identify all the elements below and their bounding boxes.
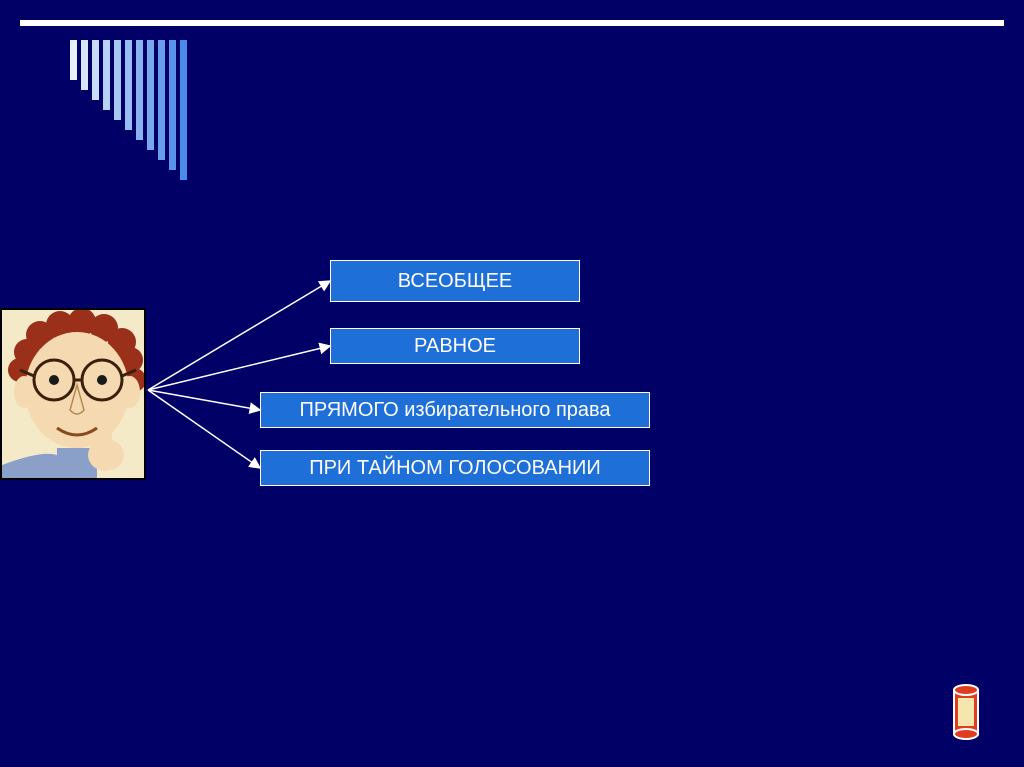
principle-label: ПРИ ТАЙНОМ ГОЛОСОВАНИИ bbox=[309, 457, 601, 480]
principle-label: ПРЯМОГО избирательного права bbox=[299, 399, 610, 422]
slide-top-bar bbox=[20, 20, 1004, 26]
scroll-icon bbox=[948, 682, 984, 742]
principle-label: РАВНОЕ bbox=[414, 335, 496, 358]
principle-box-3: ПРЯМОГО избирательного права bbox=[260, 392, 650, 428]
decorative-stripes bbox=[70, 40, 190, 190]
principle-box-4: ПРИ ТАЙНОМ ГОЛОСОВАНИИ bbox=[260, 450, 650, 486]
principle-box-1: ВСЕОБЩЕЕ bbox=[330, 260, 580, 302]
principle-label: ВСЕОБЩЕЕ bbox=[398, 270, 513, 293]
principle-box-2: РАВНОЕ bbox=[330, 328, 580, 364]
character-illustration bbox=[0, 308, 146, 480]
slide: ВСЕОБЩЕЕ РАВНОЕ ПРЯМОГО избирательного п… bbox=[0, 0, 1024, 767]
